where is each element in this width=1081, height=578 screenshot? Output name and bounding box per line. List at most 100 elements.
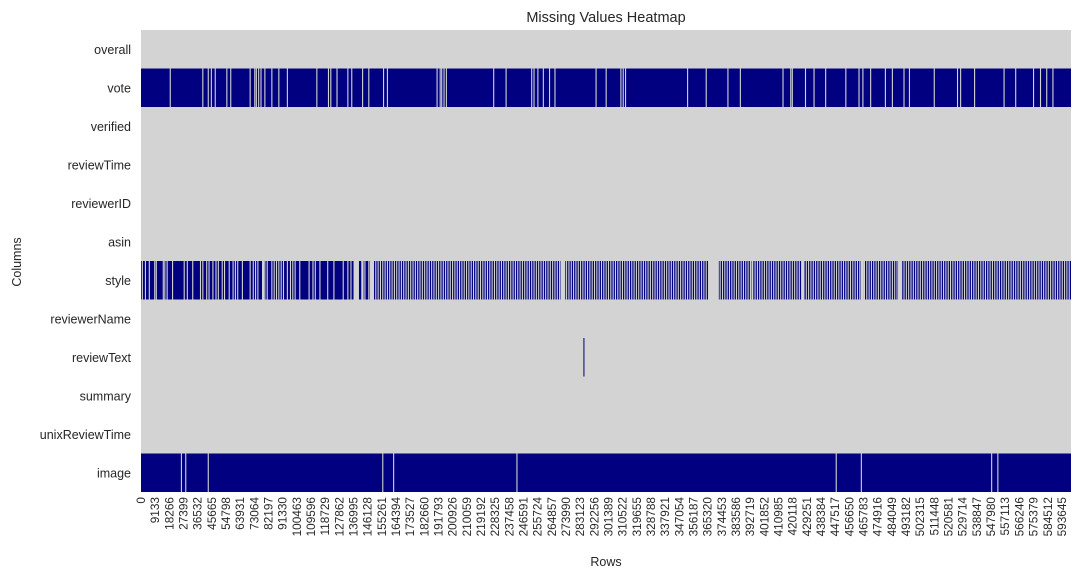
present-stripe xyxy=(447,261,449,300)
present-stripe xyxy=(966,261,968,300)
heatmap-row-style xyxy=(141,261,1071,300)
present-stripe xyxy=(984,261,987,300)
y-tick-label-reviewText: reviewText xyxy=(72,351,132,365)
present-stripe xyxy=(970,261,973,300)
x-tick-label: 566246 xyxy=(1012,497,1026,537)
present-stripe xyxy=(859,261,861,300)
present-stripe xyxy=(257,261,259,300)
present-stripe xyxy=(202,261,204,300)
x-tick-label: 146128 xyxy=(361,497,375,537)
x-tick-label: 593645 xyxy=(1055,497,1069,537)
present-stripe xyxy=(842,261,845,300)
present-stripe xyxy=(889,261,891,300)
x-tick-label: 520581 xyxy=(942,497,956,536)
present-stripe xyxy=(936,261,938,300)
present-stripe xyxy=(754,261,756,300)
y-tick-labels: overall vote verified reviewTime reviewerID a… xyxy=(40,43,132,481)
present-stripe xyxy=(465,261,468,300)
present-stripe xyxy=(903,68,905,107)
present-stripe xyxy=(141,261,143,300)
present-stripe xyxy=(498,261,500,300)
present-stripe xyxy=(255,68,257,107)
x-tick-label: 54798 xyxy=(219,497,233,530)
present-stripe xyxy=(230,68,232,107)
present-stripe xyxy=(584,261,586,300)
present-stripe xyxy=(403,261,405,300)
present-stripe xyxy=(286,261,288,300)
present-stripe xyxy=(475,261,477,300)
present-stripe xyxy=(817,261,819,300)
present-stripe xyxy=(252,261,254,300)
x-tick-label: 9133 xyxy=(148,497,162,524)
present-stripe xyxy=(614,261,617,300)
x-tick-label: 310522 xyxy=(616,497,630,536)
x-tick-label: 529714 xyxy=(956,497,970,537)
present-stripe xyxy=(493,68,495,107)
present-stripe xyxy=(933,68,935,107)
x-tick-label: 447517 xyxy=(828,497,842,536)
present-stripe xyxy=(961,261,963,300)
present-stripe xyxy=(621,261,624,300)
present-stripe xyxy=(768,261,770,300)
present-stripe xyxy=(1015,68,1017,107)
y-tick-label-reviewerID: reviewerID xyxy=(71,197,131,211)
present-stripe xyxy=(600,261,603,300)
present-stripe xyxy=(1050,261,1052,300)
present-stripe xyxy=(164,261,166,300)
present-stripe xyxy=(207,68,209,107)
present-stripe xyxy=(208,261,210,300)
present-stripe xyxy=(1033,261,1035,300)
present-stripe xyxy=(573,261,575,300)
present-stripe xyxy=(393,453,395,492)
present-stripe xyxy=(424,261,426,300)
x-tick-label: 456650 xyxy=(842,497,856,537)
present-gap xyxy=(560,261,566,300)
present-stripe xyxy=(212,261,214,300)
present-stripe xyxy=(234,261,236,300)
present-stripe xyxy=(770,261,772,300)
present-stripe xyxy=(169,68,171,107)
present-stripe xyxy=(835,261,838,300)
present-stripe xyxy=(206,261,208,300)
present-stripe xyxy=(666,261,668,300)
present-stripe xyxy=(278,68,280,107)
present-stripe xyxy=(619,261,621,300)
present-stripe xyxy=(144,261,146,300)
present-gap xyxy=(353,261,359,300)
present-stripe xyxy=(185,453,187,492)
present-stripe xyxy=(517,261,519,300)
present-stripe xyxy=(812,261,814,300)
present-stripe xyxy=(645,261,647,300)
present-gap xyxy=(262,261,265,300)
present-stripe xyxy=(1012,261,1014,300)
present-stripe xyxy=(940,261,942,300)
present-stripe xyxy=(505,68,507,107)
present-stripe xyxy=(249,261,251,300)
heatmap-row-reviewerID xyxy=(141,184,1071,223)
present-stripe xyxy=(675,261,677,300)
present-stripe xyxy=(491,261,493,300)
present-stripe xyxy=(500,261,502,300)
present-stripe xyxy=(775,261,777,300)
present-stripe xyxy=(698,261,700,300)
present-stripe xyxy=(826,261,828,300)
present-stripe xyxy=(1046,68,1048,107)
present-stripe xyxy=(956,261,959,300)
present-stripe xyxy=(603,261,605,300)
present-stripe xyxy=(982,261,984,300)
present-stripe xyxy=(938,261,940,300)
present-stripe xyxy=(463,261,465,300)
present-stripe xyxy=(887,261,889,300)
present-stripe xyxy=(815,261,817,300)
present-stripe xyxy=(531,68,533,107)
present-stripe xyxy=(1036,261,1038,300)
present-stripe xyxy=(808,261,810,300)
present-stripe xyxy=(825,68,827,107)
present-stripe xyxy=(362,68,364,107)
present-stripe xyxy=(726,261,728,300)
present-stripe xyxy=(477,261,479,300)
present-stripe xyxy=(255,261,257,300)
present-stripe xyxy=(862,68,864,107)
present-stripe xyxy=(215,261,217,300)
y-tick-label-overall: overall xyxy=(94,43,131,57)
